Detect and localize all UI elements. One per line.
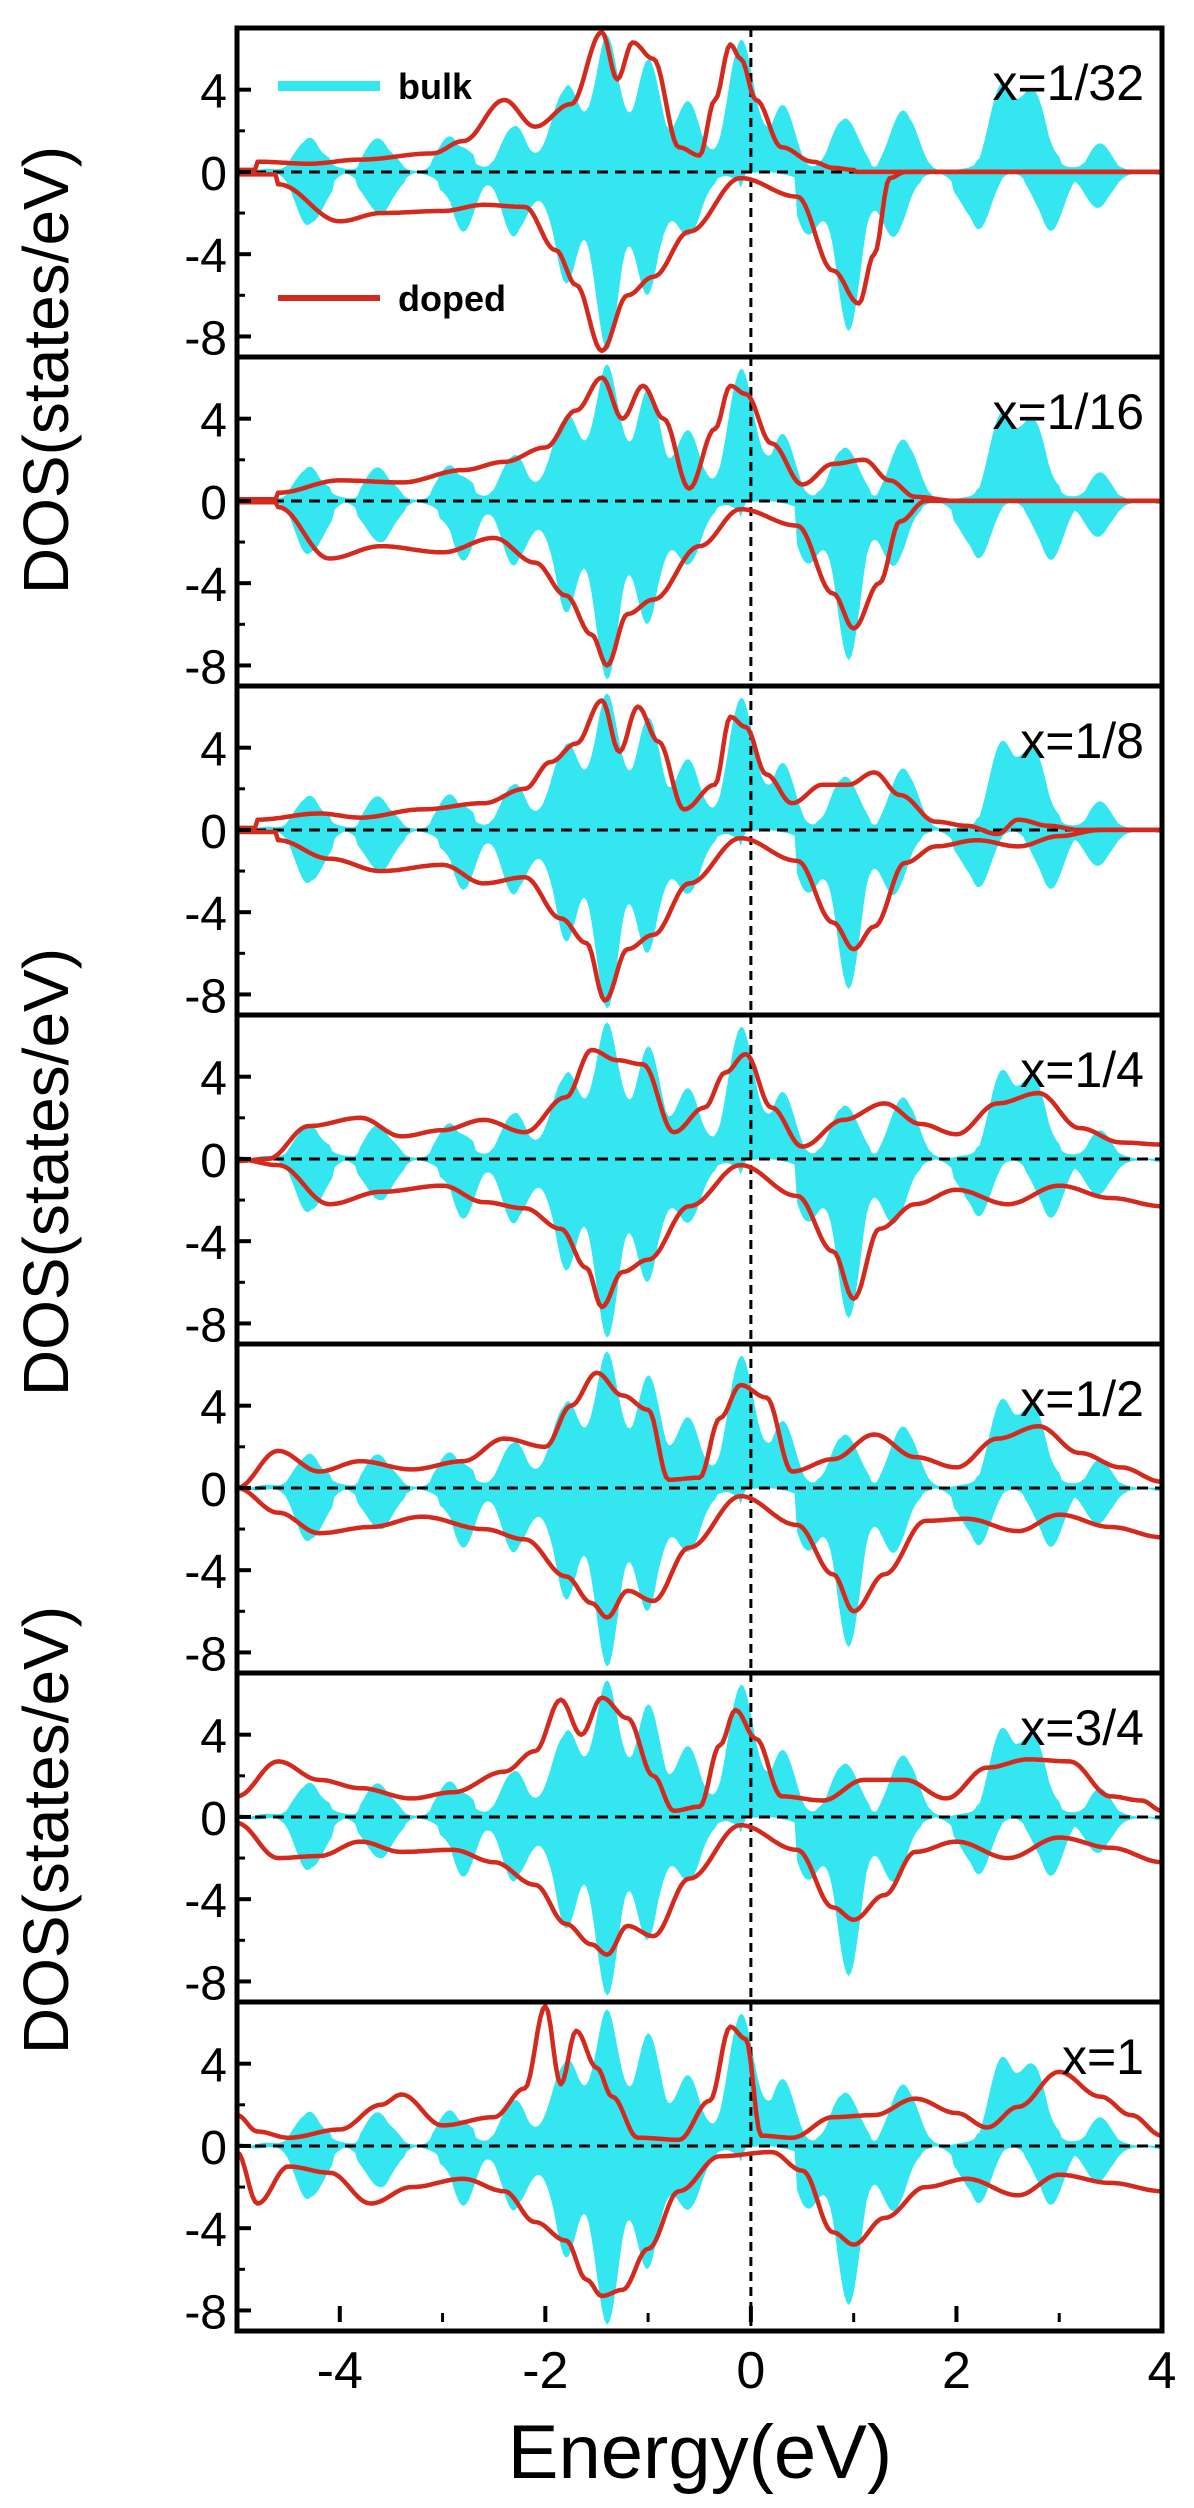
x-axis-label: Energy(eV) <box>508 2410 892 2495</box>
y-tick-label: -4 <box>184 559 227 612</box>
y-tick-label: 4 <box>200 1382 227 1435</box>
y-tick-label: 0 <box>200 1464 227 1517</box>
bulk-dos-down-area <box>237 171 1162 351</box>
y-tick-label: 4 <box>200 1711 227 1764</box>
y-tick-label: -4 <box>184 2204 227 2257</box>
y-tick-label: -8 <box>184 970 227 1023</box>
y-tick-label: 0 <box>200 148 227 201</box>
bulk-dos-up-area <box>237 1680 1162 1817</box>
y-tick-label: -8 <box>184 1957 227 2010</box>
y-tick-label: -8 <box>184 312 227 365</box>
panel-plot-area <box>237 1673 1162 2002</box>
y-axis-label: DOS(states/eV) <box>10 146 82 594</box>
panel-plot-area <box>237 686 1162 1015</box>
panel-plot-area <box>237 2002 1162 2331</box>
y-tick-label: -4 <box>184 1875 227 1928</box>
legend-doped-label: doped <box>398 278 506 319</box>
y-tick-label: 0 <box>200 1135 227 1188</box>
panel-label: x=1/8 <box>1020 713 1144 769</box>
y-axis-label: DOS(states/eV) <box>10 1606 82 2054</box>
panel-plot-area <box>237 357 1162 686</box>
y-tick-label: 4 <box>200 66 227 119</box>
y-tick-label: -8 <box>184 1299 227 1352</box>
bulk-dos-down-area <box>237 1816 1162 1996</box>
doped-dos-down-line <box>237 827 1162 1003</box>
panel-frame <box>234 1999 1165 2334</box>
axes-frame: 4 0 -4 -8 x=1/32 4 0 -4 -8 x=1/16 4 0 -4 -8 x=1/8 4 0 -4 -… <box>184 25 1165 2339</box>
y-axis-label: DOS(states/eV) <box>10 948 82 1396</box>
panel-label: x=1/4 <box>1020 1042 1144 1098</box>
panel-plot-area <box>237 28 1162 357</box>
dos-panel <box>237 686 1162 1015</box>
y-tick-label: 0 <box>200 477 227 530</box>
panel-label: x=1/32 <box>992 55 1144 111</box>
y-tick-label: 4 <box>200 724 227 777</box>
y-tick-label: -4 <box>184 1217 227 1270</box>
x-tick-label: -4 <box>317 2342 363 2400</box>
y-tick-label: 4 <box>200 1053 227 1106</box>
y-tick-label: -8 <box>184 2286 227 2339</box>
dos-panel <box>237 28 1162 357</box>
bulk-dos-down-area <box>237 500 1162 680</box>
doped-dos-up-line <box>237 1695 1162 1814</box>
doped-dos-up-line <box>237 698 1162 837</box>
bulk-dos-down-area <box>237 2145 1162 2325</box>
bulk-dos-up-area <box>237 35 1162 172</box>
doped-dos-up-line <box>237 1047 1162 1164</box>
panel-plot-area <box>237 1344 1162 1673</box>
bulk-dos-up-area <box>237 1351 1162 1488</box>
y-tick-label: 0 <box>200 1793 227 1846</box>
y-tick-label: 4 <box>200 395 227 448</box>
panel-label: x=1/2 <box>1020 1371 1144 1427</box>
dos-panel <box>237 357 1162 686</box>
bulk-dos-down-area <box>237 1487 1162 1667</box>
doped-dos-down-line <box>237 1820 1162 1957</box>
y-tick-label: -4 <box>184 230 227 283</box>
y-tick-label: 0 <box>200 2122 227 2175</box>
x-tick-label: 4 <box>1148 2342 1177 2400</box>
doped-dos-up-line <box>237 1370 1162 1491</box>
bulk-dos-up-area <box>237 2009 1162 2146</box>
y-tick-label: -4 <box>184 888 227 941</box>
bulk-dos-down-area <box>237 1158 1162 1338</box>
x-tick-label: 0 <box>736 2342 765 2400</box>
bulk-dos-up-area <box>237 1022 1162 1159</box>
y-tick-label: -8 <box>184 641 227 694</box>
legend-bulk-label: bulk <box>398 66 473 107</box>
dos-panel <box>237 2002 1162 2331</box>
panel-label: x=1 <box>1062 2029 1144 2085</box>
legend: bulk doped <box>278 66 506 319</box>
panel-plot-area <box>237 1015 1162 1344</box>
bulk-dos-down-area <box>237 829 1162 1009</box>
doped-dos-down-line <box>237 1485 1162 1620</box>
doped-dos-down-line <box>237 2149 1162 2299</box>
y-tick-label: -8 <box>184 1628 227 1681</box>
panels <box>237 28 1162 2331</box>
dos-panel <box>237 1344 1162 1673</box>
doped-dos-up-line <box>237 2003 1162 2143</box>
doped-dos-down-line <box>237 169 1162 354</box>
y-tick-label: 0 <box>200 806 227 859</box>
x-tick-label: -2 <box>522 2342 568 2400</box>
doped-dos-down-line <box>237 498 1162 668</box>
y-tick-label: 4 <box>200 2040 227 2093</box>
x-axis: -4 -2 0 2 4 <box>235 2306 1177 2400</box>
panel-label: x=1/16 <box>992 384 1144 440</box>
x-tick-label: 2 <box>942 2342 971 2400</box>
panel-label: x=3/4 <box>1020 1700 1144 1756</box>
y-tick-label: -4 <box>184 1546 227 1599</box>
dos-panel <box>237 1673 1162 2002</box>
doped-dos-down-line <box>237 1156 1162 1310</box>
dos-panel <box>237 1015 1162 1344</box>
